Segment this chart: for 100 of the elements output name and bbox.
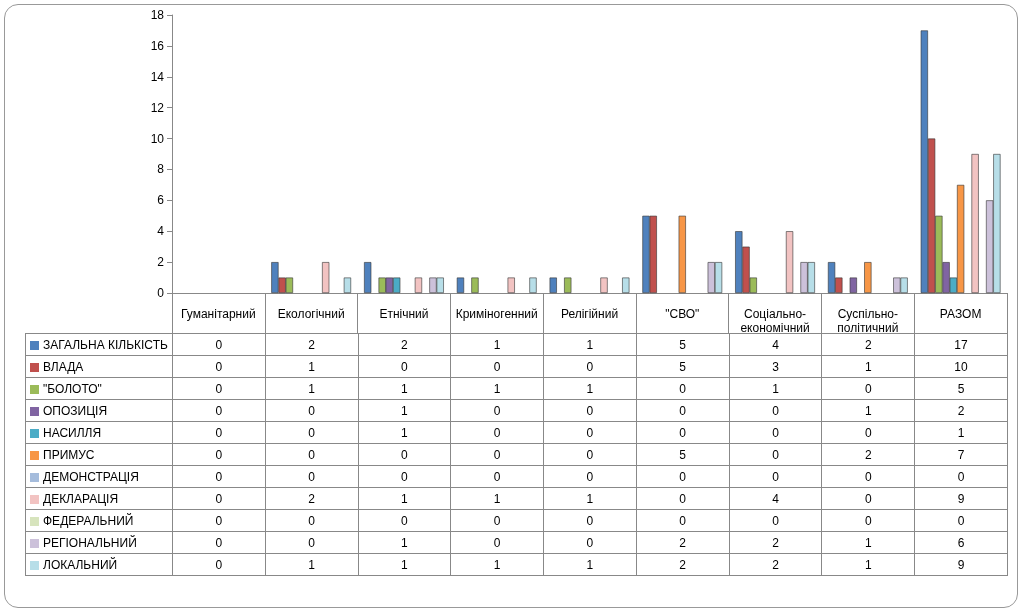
data-label: 1 — [358, 377, 451, 400]
data-label: 0 — [172, 553, 266, 576]
data-label: 1 — [265, 355, 359, 378]
data-label: 1 — [821, 399, 915, 422]
data-label: 2 — [729, 553, 822, 576]
data-label: 0 — [172, 487, 266, 510]
y-tick-label: 0 — [157, 286, 165, 300]
data-label: 3 — [729, 355, 822, 378]
x-tick-label: "СВО" — [665, 307, 700, 321]
data-label: 2 — [636, 553, 730, 576]
data-label: 2 — [265, 487, 359, 510]
data-label: 2 — [265, 333, 359, 356]
data-label: 0 — [543, 465, 637, 488]
data-label: 2 — [636, 531, 730, 554]
data-label: 2 — [729, 531, 822, 554]
data-label: 0 — [821, 509, 915, 532]
data-label: 0 — [729, 465, 822, 488]
y-tick-label: 14 — [150, 69, 165, 84]
data-label: 0 — [729, 443, 822, 466]
data-label: 1 — [821, 355, 915, 378]
data-label: 0 — [729, 509, 822, 532]
data-label: 0 — [172, 355, 266, 378]
data-label: 1 — [450, 333, 544, 356]
data-label: 0 — [821, 377, 915, 400]
data-label: 5 — [636, 355, 730, 378]
data-label: 0 — [450, 509, 544, 532]
data-label: 0 — [914, 509, 1008, 532]
y-tick-label: 6 — [157, 193, 165, 208]
data-label: 0 — [543, 355, 637, 378]
data-label: 0 — [265, 421, 359, 444]
data-label: 0 — [821, 421, 915, 444]
data-label: 0 — [636, 509, 730, 532]
data-label: 0 — [172, 531, 266, 554]
data-label: 9 — [914, 553, 1008, 576]
y-tick-label: 8 — [157, 162, 165, 177]
data-label: 4 — [729, 487, 822, 510]
x-tick-label: Гуманітарний — [181, 307, 256, 321]
legend-label: "БОЛОТО" — [25, 377, 173, 400]
data-label: 0 — [450, 465, 544, 488]
data-label: 1 — [450, 553, 544, 576]
data-label: 0 — [265, 509, 359, 532]
data-label: 0 — [450, 531, 544, 554]
data-label: 0 — [265, 531, 359, 554]
legend-label: РЕГІОНАЛЬНИЙ — [25, 531, 173, 554]
data-label: 1 — [265, 377, 359, 400]
data-label: 4 — [729, 333, 822, 356]
y-tick-label: 2 — [157, 255, 165, 270]
data-label: 0 — [172, 333, 266, 356]
legend-label: ЗАГАЛЬНА КІЛЬКІСТЬ — [25, 333, 173, 356]
data-label: 0 — [543, 531, 637, 554]
data-label: 5 — [636, 443, 730, 466]
data-label: 1 — [543, 333, 637, 356]
data-label: 1 — [543, 377, 637, 400]
data-label: 6 — [914, 531, 1008, 554]
data-label: 0 — [172, 377, 266, 400]
data-label: 0 — [450, 421, 544, 444]
data-label: 0 — [543, 443, 637, 466]
legend-label: ВЛАДА — [25, 355, 173, 378]
legend-label: НАСИЛЛЯ — [25, 421, 173, 444]
data-label: 0 — [636, 487, 730, 510]
y-tick-label: 18 — [150, 8, 165, 22]
data-label: 0 — [358, 355, 451, 378]
data-label: 1 — [358, 421, 451, 444]
data-label: 1 — [821, 553, 915, 576]
x-tick-label: Соціально-економічний — [740, 307, 810, 335]
data-label: 1 — [450, 377, 544, 400]
x-tick-label: РАЗОМ — [939, 307, 982, 321]
data-label: 0 — [358, 443, 451, 466]
data-label: 0 — [636, 377, 730, 400]
data-label: 0 — [543, 399, 637, 422]
data-label: 0 — [636, 399, 730, 422]
x-tick-label: Суспільно-політичний — [837, 307, 899, 335]
data-label: 0 — [450, 443, 544, 466]
data-label: 1 — [358, 399, 451, 422]
data-label: 1 — [914, 421, 1008, 444]
legend-label: ПРИМУС — [25, 443, 173, 466]
legend-label: ЛОКАЛЬНИЙ — [25, 553, 173, 576]
data-label: 0 — [543, 421, 637, 444]
data-label: 0 — [729, 421, 822, 444]
data-label: 0 — [543, 509, 637, 532]
data-label: 1 — [358, 531, 451, 554]
y-tick-label: 12 — [150, 100, 165, 115]
x-tick-label: Криміногенний — [455, 307, 538, 321]
y-tick-label: 16 — [150, 38, 165, 53]
data-label: 1 — [543, 487, 637, 510]
data-label: 0 — [358, 509, 451, 532]
data-label: 0 — [358, 465, 451, 488]
data-label: 10 — [914, 355, 1008, 378]
data-label: 0 — [821, 465, 915, 488]
data-label: 0 — [729, 399, 822, 422]
data-label: 0 — [172, 465, 266, 488]
data-label: 17 — [914, 333, 1008, 356]
data-label: 1 — [729, 377, 822, 400]
data-label: 2 — [914, 399, 1008, 422]
data-label: 5 — [636, 333, 730, 356]
data-label: 0 — [265, 465, 359, 488]
legend-label: ФЕДЕРАЛЬНИЙ — [25, 509, 173, 532]
data-label: 0 — [636, 421, 730, 444]
y-tick-label: 10 — [150, 131, 165, 146]
data-label: 1 — [821, 531, 915, 554]
